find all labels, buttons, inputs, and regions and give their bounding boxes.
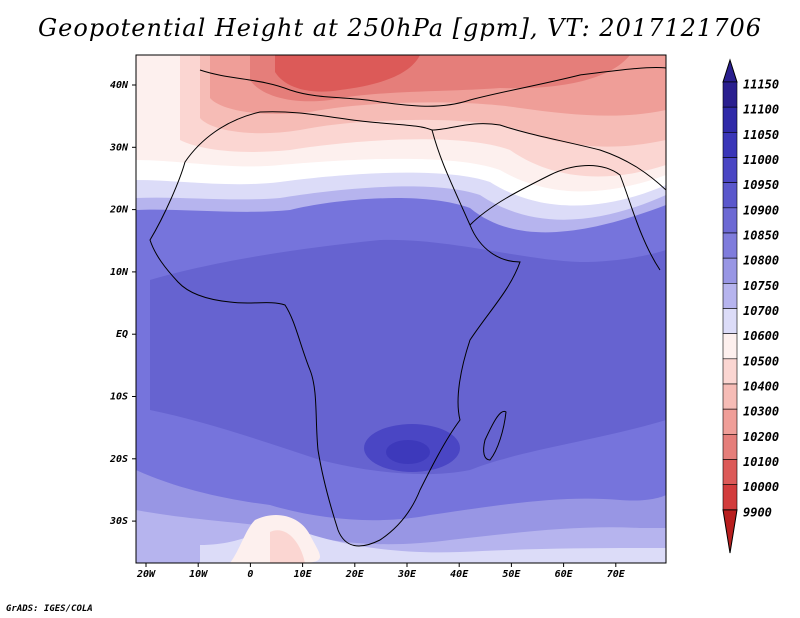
colorbar-swatch: [722, 283, 738, 309]
lat-tick-label: 30N: [109, 142, 129, 153]
lon-tick-label: 50E: [502, 569, 521, 580]
colorbar-label: 10600: [743, 329, 779, 343]
lon-tick-label: 10E: [294, 569, 313, 580]
colorbar-swatch: [722, 132, 738, 158]
contour-band-10100: [275, 55, 420, 92]
colorbar-label: 10800: [743, 254, 779, 268]
colorbar-label: 11150: [743, 78, 779, 92]
arabia-coastline: [431, 123, 666, 191]
colorbar-swatch: [722, 484, 738, 511]
colorbar-swatch: [722, 232, 738, 259]
plot-frame: [135, 54, 667, 564]
colorbar-label: 10950: [743, 178, 779, 192]
colorbar-swatch: [722, 333, 738, 360]
colorbar-label: 10300: [743, 405, 779, 419]
map-title: Geopotential Height at 250hPa [gpm], VT:…: [38, 14, 762, 42]
colorbar-swatch: [722, 383, 738, 410]
lon-tick-label: 20E: [345, 569, 365, 580]
contour-band-11000: [386, 440, 430, 464]
colorbar-label: 10850: [743, 229, 779, 243]
mediterranean-coastline: [199, 66, 666, 107]
madagascar-coastline: [483, 410, 507, 461]
colorbar-label: 10900: [743, 203, 779, 217]
lat-tick-label: 10N: [110, 267, 129, 278]
colorbar-swatch: [722, 257, 738, 284]
coastlines: [149, 66, 666, 547]
lon-tick-label: 10W: [189, 569, 208, 580]
colorbar-swatch: [722, 182, 738, 209]
lat-tick-label: EQ: [116, 329, 128, 340]
colorbar: 11150 11100 11050 11000 10950 10900 10850 10800…: [722, 58, 779, 554]
lon-tick-label: 20W: [136, 569, 156, 580]
lat-tick-label: 40N: [110, 80, 129, 91]
lat-tick-label: 10S: [110, 392, 128, 403]
colorbar-swatch: [722, 81, 738, 108]
colorbar-swatch: [722, 308, 738, 334]
colorbar-bottom-arrow: [722, 509, 738, 554]
colorbar-label: 10200: [743, 430, 779, 444]
colorbar-top-arrow: [722, 58, 738, 83]
lon-tick-label: 30E: [397, 569, 417, 580]
colorbar-swatch: [722, 207, 738, 234]
colorbar-swatch: [722, 358, 738, 385]
lon-tick-label: 40E: [450, 569, 469, 580]
colorbar-swatch: [722, 459, 738, 485]
latitude-axis: 40N 30N 20N 10N EQ 10S 20S 30S: [109, 80, 136, 527]
africa-coastline: [149, 111, 521, 547]
contour-band-10900: [150, 239, 666, 475]
lon-tick-label: 0: [247, 569, 253, 580]
lon-tick-label: 70E: [607, 569, 626, 580]
colorbar-label: 10500: [743, 354, 779, 368]
colorbar-label: 11000: [743, 153, 779, 167]
lat-tick-label: 30S: [109, 516, 128, 527]
colorbar-label: 11100: [743, 103, 779, 117]
lon-tick-label: 60E: [555, 569, 574, 580]
credit-text: GrADS: IGES/COLA: [6, 604, 93, 614]
colorbar-label: 10700: [743, 304, 779, 318]
colorbar-swatch: [722, 434, 738, 460]
colorbar-swatch: [722, 408, 738, 435]
lat-tick-label: 20S: [109, 454, 128, 465]
colorbar-swatch: [722, 157, 738, 183]
colorbar-label: 10000: [743, 480, 779, 494]
lat-tick-label: 20N: [109, 205, 129, 216]
colorbar-label: 11050: [743, 128, 779, 142]
map-plot-area: [136, 55, 666, 563]
colorbar-swatch: [722, 106, 738, 133]
arabian-peninsula-coastline: [469, 165, 661, 271]
contour-band-10600-south: [270, 530, 305, 563]
colorbar-label: 10750: [743, 279, 779, 293]
colorbar-label: 10100: [743, 455, 779, 469]
colorbar-label: 9900: [743, 505, 772, 519]
colorbar-label: 10400: [743, 380, 779, 394]
longitude-axis: 20W 10W 0 10E 20E 30E 40E 50E 60E 70E: [136, 563, 626, 580]
